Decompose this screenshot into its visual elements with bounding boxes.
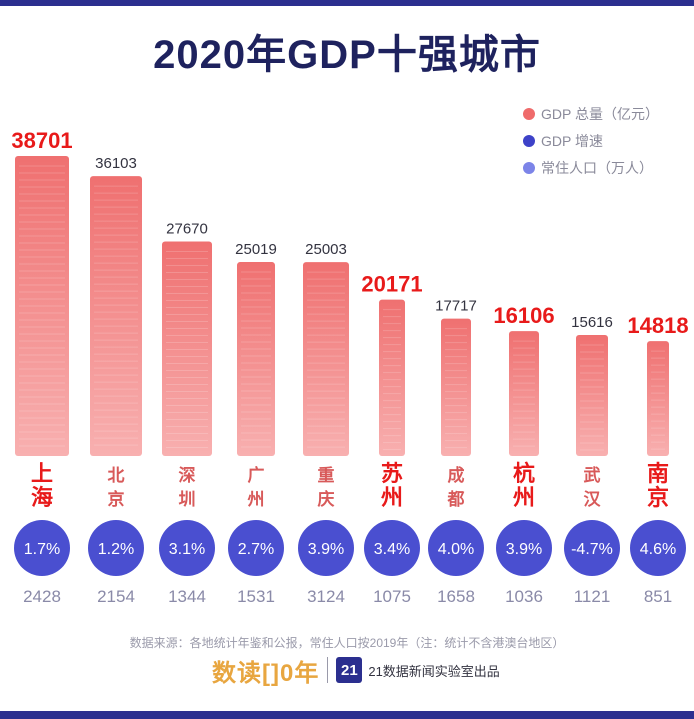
growth-circle-7 bbox=[496, 520, 552, 576]
population-label-4: 3124 bbox=[307, 587, 345, 606]
city-label-0-0: 上 bbox=[31, 462, 53, 487]
growth-label-7: 3.9% bbox=[506, 541, 542, 558]
growth-circle-8 bbox=[564, 520, 620, 576]
growth-label-8: -4.7% bbox=[571, 541, 613, 558]
legend-dot-gdp bbox=[523, 107, 535, 120]
city-label-0-1: 海 bbox=[31, 485, 53, 511]
city-label-1-0: 北 bbox=[108, 466, 125, 486]
growth-circle-5 bbox=[364, 520, 420, 576]
legend-item-growth: GDP 增速 bbox=[523, 127, 659, 154]
legend-dot-growth bbox=[523, 134, 535, 147]
growth-circle-0 bbox=[14, 520, 70, 576]
legend-dot-population bbox=[523, 161, 535, 174]
growth-circle-2 bbox=[159, 520, 215, 576]
growth-circle-1 bbox=[88, 520, 144, 576]
growth-label-3: 2.7% bbox=[238, 541, 274, 558]
growth-circle-3 bbox=[228, 520, 284, 576]
city-label-2-0: 深 bbox=[179, 465, 196, 486]
value-label-2: 27670 bbox=[166, 221, 208, 238]
chart-area: 38701上海1.7%242836103北京1.2%215427670深圳3.1… bbox=[11, 128, 688, 606]
growth-label-5: 3.4% bbox=[374, 541, 410, 558]
city-label-8-0: 武 bbox=[584, 465, 601, 486]
city-label-8-1: 汉 bbox=[584, 490, 602, 510]
legend-label-growth: GDP 增速 bbox=[541, 132, 603, 149]
city-label-3-1: 州 bbox=[247, 490, 265, 510]
footer-brand: 数读[]0年 21 21数据新闻实验室出品 bbox=[212, 655, 500, 687]
legend-item-gdp: GDP 总量（亿元） bbox=[523, 100, 659, 127]
bar-6 bbox=[441, 318, 471, 456]
bar-2 bbox=[162, 241, 212, 456]
growth-label-4: 3.9% bbox=[308, 541, 344, 558]
value-label-9: 14818 bbox=[627, 313, 688, 338]
population-label-6: 1658 bbox=[437, 587, 475, 606]
population-label-0: 2428 bbox=[23, 587, 61, 606]
population-label-5: 1075 bbox=[373, 587, 411, 606]
legend-label-gdp: GDP 总量（亿元） bbox=[541, 105, 659, 122]
population-label-9: 851 bbox=[644, 587, 672, 606]
growth-label-0: 1.7% bbox=[24, 541, 60, 558]
city-label-7-0: 杭 bbox=[513, 461, 535, 487]
city-label-9-0: 南 bbox=[647, 462, 669, 487]
bar-3 bbox=[237, 262, 275, 456]
value-label-7: 16106 bbox=[493, 303, 554, 328]
population-label-7: 1036 bbox=[505, 587, 543, 606]
brand-logo-text: 数读[]0年 bbox=[212, 659, 320, 687]
value-label-1: 36103 bbox=[95, 155, 137, 172]
city-label-6-0: 成 bbox=[448, 465, 465, 486]
brand-divider bbox=[327, 657, 329, 683]
city-label-6-1: 都 bbox=[447, 489, 465, 510]
bar-0 bbox=[15, 156, 69, 456]
chart-title: 2020年GDP十强城市 bbox=[153, 33, 541, 77]
brand-credit: 21数据新闻实验室出品 bbox=[368, 663, 500, 679]
city-label-4-1: 庆 bbox=[318, 489, 335, 510]
value-label-4: 25003 bbox=[305, 241, 347, 258]
bar-9 bbox=[647, 341, 669, 456]
top-border bbox=[0, 0, 694, 6]
growth-label-2: 3.1% bbox=[169, 541, 205, 558]
growth-label-6: 4.0% bbox=[438, 541, 474, 558]
population-label-8: 1121 bbox=[574, 587, 611, 606]
city-label-7-1: 州 bbox=[513, 486, 535, 511]
city-label-4-0: 重 bbox=[318, 465, 335, 486]
legend-item-population: 常住人口（万人） bbox=[523, 154, 659, 181]
city-label-5-1: 州 bbox=[381, 486, 403, 511]
bottom-border bbox=[0, 711, 694, 719]
growth-label-1: 1.2% bbox=[98, 541, 134, 558]
growth-label-9: 4.6% bbox=[640, 541, 676, 558]
growth-circle-9 bbox=[630, 520, 686, 576]
city-label-9-1: 京 bbox=[647, 485, 669, 511]
bar-5 bbox=[379, 299, 405, 456]
population-label-3: 1531 bbox=[237, 587, 275, 606]
growth-circle-4 bbox=[298, 520, 354, 576]
brand-badge: 21 bbox=[336, 657, 363, 683]
city-label-1-1: 京 bbox=[108, 489, 125, 510]
city-label-3-0: 广 bbox=[248, 465, 265, 486]
bar-4 bbox=[303, 262, 349, 456]
population-label-1: 2154 bbox=[97, 587, 135, 606]
bar-8 bbox=[576, 334, 608, 456]
city-label-2-1: 圳 bbox=[179, 490, 196, 510]
value-label-3: 25019 bbox=[235, 241, 277, 258]
city-label-5-0: 苏 bbox=[381, 461, 403, 487]
growth-circle-6 bbox=[428, 520, 484, 576]
source-note: 数据来源：各地统计年鉴和公报，常住人口按2019年（注：统计不含港澳台地区） bbox=[129, 636, 565, 650]
value-label-0: 38701 bbox=[11, 128, 72, 153]
legend: GDP 总量（亿元） GDP 增速 常住人口（万人） bbox=[523, 100, 659, 181]
bar-7 bbox=[509, 331, 539, 456]
population-label-2: 1344 bbox=[168, 587, 206, 606]
value-label-6: 17717 bbox=[435, 298, 477, 315]
legend-label-population: 常住人口（万人） bbox=[541, 159, 653, 176]
value-label-5: 20171 bbox=[361, 272, 422, 297]
bar-1 bbox=[90, 176, 142, 456]
value-label-8: 15616 bbox=[571, 314, 613, 331]
